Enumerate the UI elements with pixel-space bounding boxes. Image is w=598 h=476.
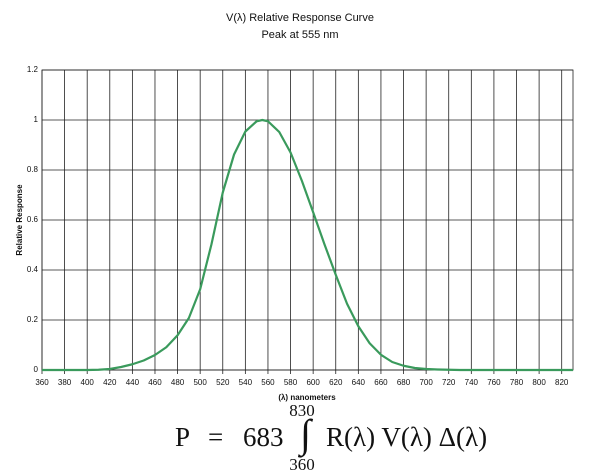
- formula: P = 683 ∫ 830 360 R(λ) V(λ) Δ(λ): [175, 401, 487, 474]
- x-tick-label: 360: [35, 378, 49, 387]
- x-tick-label: 580: [284, 378, 298, 387]
- x-tick-label: 760: [487, 378, 501, 387]
- y-axis-label: Relative Response: [15, 184, 24, 256]
- formula-integrand: R(λ) V(λ) Δ(λ): [326, 422, 487, 452]
- x-tick-label: 420: [103, 378, 117, 387]
- chart-subtitle: Peak at 555 nm: [261, 29, 338, 41]
- x-tick-label: 500: [193, 378, 207, 387]
- x-tick-label: 520: [216, 378, 230, 387]
- chart-title: V(λ) Relative Response Curve: [226, 12, 374, 24]
- x-tick-label: 700: [419, 378, 433, 387]
- x-tick-label: 720: [442, 378, 456, 387]
- formula-integral: ∫: [297, 411, 314, 458]
- x-tick-label: 820: [555, 378, 569, 387]
- x-tick-label: 660: [374, 378, 388, 387]
- y-tick-label: 0.4: [27, 265, 39, 274]
- x-axis-label: (λ) nanometers: [278, 393, 336, 402]
- x-tick-label: 460: [148, 378, 162, 387]
- y-tick-label: 0.8: [27, 165, 39, 174]
- formula-lhs: P: [175, 422, 190, 452]
- x-tick-label: 780: [510, 378, 524, 387]
- plot-frame: [41, 69, 574, 371]
- x-tick-label: 560: [261, 378, 275, 387]
- response-curve: [42, 118, 573, 372]
- formula-upper-limit: 830: [289, 401, 315, 420]
- formula-equals: =: [208, 422, 223, 452]
- x-tick-label: 620: [329, 378, 343, 387]
- y-tick-label: 0.6: [27, 215, 39, 224]
- x-tick-label: 440: [126, 378, 140, 387]
- formula-coefficient: 683: [243, 422, 284, 452]
- x-tick-label: 680: [397, 378, 411, 387]
- x-tick-label: 480: [171, 378, 185, 387]
- x-tick-label: 800: [532, 378, 546, 387]
- x-tick-label: 400: [81, 378, 95, 387]
- y-tick-label: 1.2: [27, 65, 39, 74]
- y-tick-label: 1: [34, 115, 39, 124]
- y-tick-label: 0: [34, 365, 39, 374]
- x-tick-label: 380: [58, 378, 72, 387]
- x-tick-label: 740: [465, 378, 479, 387]
- formula-lower-limit: 360: [289, 455, 315, 474]
- y-tick-label: 0.2: [27, 315, 39, 324]
- x-tick-label: 640: [352, 378, 366, 387]
- x-tick-label: 540: [239, 378, 253, 387]
- x-tick-label: 600: [306, 378, 320, 387]
